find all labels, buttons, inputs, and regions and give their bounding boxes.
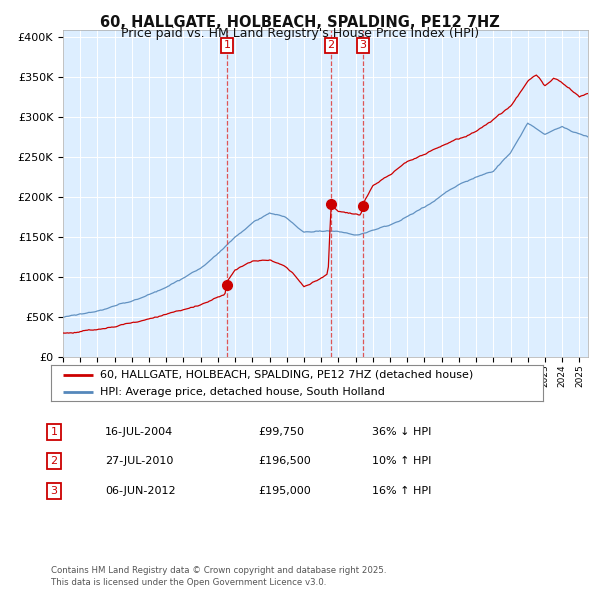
- Text: 3: 3: [359, 41, 367, 51]
- Text: £195,000: £195,000: [258, 486, 311, 496]
- Text: 27-JUL-2010: 27-JUL-2010: [105, 457, 173, 466]
- Text: 16% ↑ HPI: 16% ↑ HPI: [372, 486, 431, 496]
- Text: 10% ↑ HPI: 10% ↑ HPI: [372, 457, 431, 466]
- Text: Price paid vs. HM Land Registry's House Price Index (HPI): Price paid vs. HM Land Registry's House …: [121, 27, 479, 40]
- Text: 2: 2: [50, 457, 58, 466]
- Text: £196,500: £196,500: [258, 457, 311, 466]
- Text: 16-JUL-2004: 16-JUL-2004: [105, 427, 173, 437]
- Text: 60, HALLGATE, HOLBEACH, SPALDING, PE12 7HZ (detached house): 60, HALLGATE, HOLBEACH, SPALDING, PE12 7…: [100, 370, 473, 380]
- Text: 06-JUN-2012: 06-JUN-2012: [105, 486, 176, 496]
- Text: £99,750: £99,750: [258, 427, 304, 437]
- Text: 36% ↓ HPI: 36% ↓ HPI: [372, 427, 431, 437]
- Text: HPI: Average price, detached house, South Holland: HPI: Average price, detached house, Sout…: [100, 387, 385, 397]
- Text: 3: 3: [50, 486, 58, 496]
- Text: 2: 2: [328, 41, 335, 51]
- Text: 1: 1: [50, 427, 58, 437]
- Text: 1: 1: [224, 41, 231, 51]
- Text: Contains HM Land Registry data © Crown copyright and database right 2025.
This d: Contains HM Land Registry data © Crown c…: [51, 566, 386, 587]
- Text: 60, HALLGATE, HOLBEACH, SPALDING, PE12 7HZ: 60, HALLGATE, HOLBEACH, SPALDING, PE12 7…: [100, 15, 500, 30]
